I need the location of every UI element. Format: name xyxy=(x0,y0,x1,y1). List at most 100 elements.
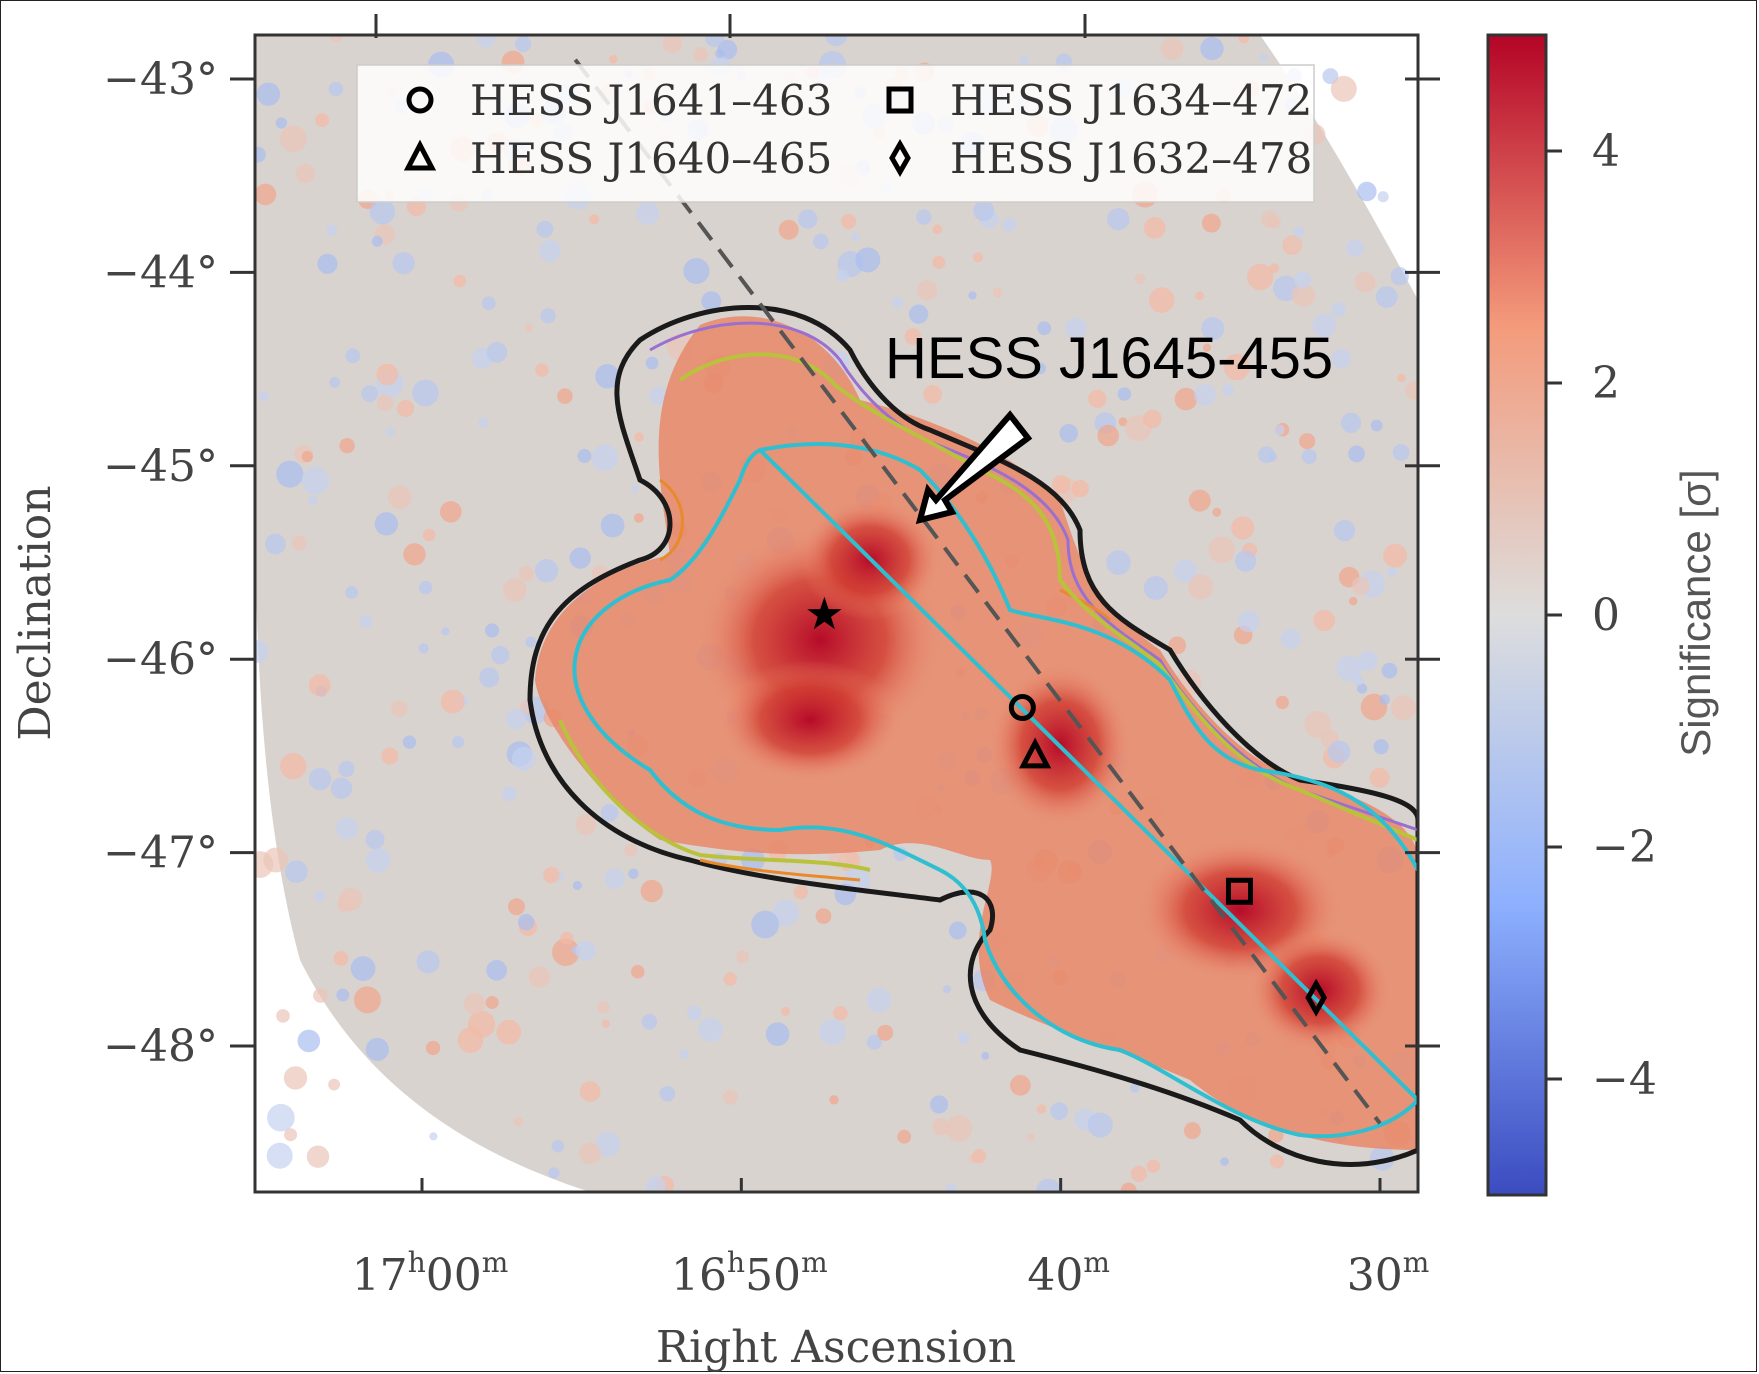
noise-dot xyxy=(1051,475,1071,494)
circle-legend-icon xyxy=(406,86,434,114)
noise-dot xyxy=(301,450,313,463)
noise-dot xyxy=(916,279,938,301)
noise-dot xyxy=(575,814,597,836)
colorbar-gradient xyxy=(1486,33,1548,1197)
noise-dot xyxy=(524,323,534,333)
noise-dot xyxy=(256,82,281,106)
legend-entry-label: HESS J1641–463 xyxy=(470,76,832,125)
noise-dot xyxy=(1304,710,1332,739)
noise-dot xyxy=(491,645,510,665)
noise-dot xyxy=(841,213,857,230)
contour-outer xyxy=(527,305,1418,1167)
colorbar-tick-label: −4 xyxy=(1592,1054,1657,1105)
noise-dot xyxy=(948,921,967,940)
noise-dot xyxy=(624,843,638,857)
noise-dot xyxy=(1188,489,1211,512)
noise-dot xyxy=(1143,217,1166,239)
legend-entry-label: HESS J1632–478 xyxy=(950,134,1312,183)
x-axis-label: Right Ascension xyxy=(656,1322,1016,1373)
noise-dot xyxy=(486,341,508,363)
noise-dot xyxy=(396,399,415,417)
noise-dot xyxy=(284,1128,298,1142)
x-tick-minutes-unit: m xyxy=(1083,1246,1110,1279)
noise-dot xyxy=(463,993,486,1015)
noise-dot xyxy=(359,614,373,629)
noise-dot xyxy=(579,1142,602,1165)
noise-dot xyxy=(313,988,328,1003)
source-markers xyxy=(807,596,1328,1017)
annotation-label: HESS J1645-455 xyxy=(885,326,1333,391)
noise-dot xyxy=(942,985,952,994)
noise-dot xyxy=(333,951,349,966)
noise-dot xyxy=(772,899,799,927)
noise-dot xyxy=(1050,1102,1069,1120)
noise-dot xyxy=(833,1006,848,1021)
noise-dot xyxy=(536,220,554,238)
colorbar-label: Significance [σ] xyxy=(1672,469,1719,756)
noise-dot xyxy=(381,747,399,765)
noise-dot xyxy=(339,438,355,454)
noise-dot xyxy=(412,379,439,407)
x-tick-label: 40m xyxy=(1027,1246,1110,1301)
x-tick-label: 30m xyxy=(1347,1246,1430,1301)
noise-dot xyxy=(255,640,269,663)
noise-dot xyxy=(276,1009,290,1023)
noise-dot xyxy=(735,950,750,964)
x-tick-minutes: 00 xyxy=(426,1250,482,1301)
noise-dot xyxy=(1386,567,1397,578)
contour-cyan xyxy=(572,442,1418,1139)
noise-dot xyxy=(923,385,943,404)
noise-dot xyxy=(505,708,527,730)
noise-dot xyxy=(1294,271,1312,289)
annotation: HESS J1645-455 xyxy=(885,326,1333,525)
noise-dot xyxy=(866,988,892,1013)
noise-dot xyxy=(513,1116,524,1127)
noise-dot xyxy=(336,817,359,840)
noise-dot xyxy=(1390,695,1416,721)
noise-dot xyxy=(535,363,549,377)
noise-dot xyxy=(517,913,535,931)
noise-dot xyxy=(1373,739,1389,755)
noise-dot xyxy=(1293,226,1305,238)
noise-dot xyxy=(476,35,495,48)
y-tick-label: −46° xyxy=(103,634,218,685)
noise-dot xyxy=(1312,313,1337,338)
noise-dot xyxy=(595,1131,621,1157)
noise-dot xyxy=(793,885,809,900)
noise-dot xyxy=(577,449,592,463)
x-tick-hours: 16 xyxy=(671,1250,727,1301)
noise-dot xyxy=(1097,424,1119,447)
noise-dot xyxy=(1284,235,1302,253)
noise-dot xyxy=(1234,550,1257,572)
noise-dot xyxy=(1280,628,1302,650)
noise-dot xyxy=(279,125,307,153)
noise-dot xyxy=(1375,286,1398,308)
contour-yellow xyxy=(558,352,1418,872)
noise-dot xyxy=(1188,574,1214,600)
noise-dot xyxy=(1346,239,1364,258)
noise-dot xyxy=(569,547,591,569)
noise-dot xyxy=(374,512,399,536)
noise-dot xyxy=(1120,1182,1137,1192)
noise-dot xyxy=(1222,384,1234,397)
noise-dot xyxy=(511,747,536,771)
noise-dot xyxy=(336,988,350,1002)
noise-dot xyxy=(361,385,378,402)
square-marker-icon xyxy=(1225,877,1253,905)
noise-dot xyxy=(1220,1157,1229,1166)
noise-dot xyxy=(1130,1165,1147,1182)
noise-dot xyxy=(945,1115,973,1142)
noise-dot xyxy=(597,1001,610,1014)
noise-dot xyxy=(365,847,391,873)
noise-dot xyxy=(722,1089,738,1105)
colorbar: 4 2 0 −2 −4 Significance [σ] xyxy=(1486,33,1719,1197)
noise-dot xyxy=(1117,387,1132,401)
noise-dot xyxy=(683,258,710,284)
noise-dot xyxy=(1129,1083,1140,1093)
noise-dot xyxy=(308,674,331,697)
noise-dot xyxy=(496,1019,522,1045)
noise-dot xyxy=(1134,273,1146,285)
triangle-legend-icon xyxy=(403,139,437,171)
noise-dot xyxy=(1275,695,1289,710)
